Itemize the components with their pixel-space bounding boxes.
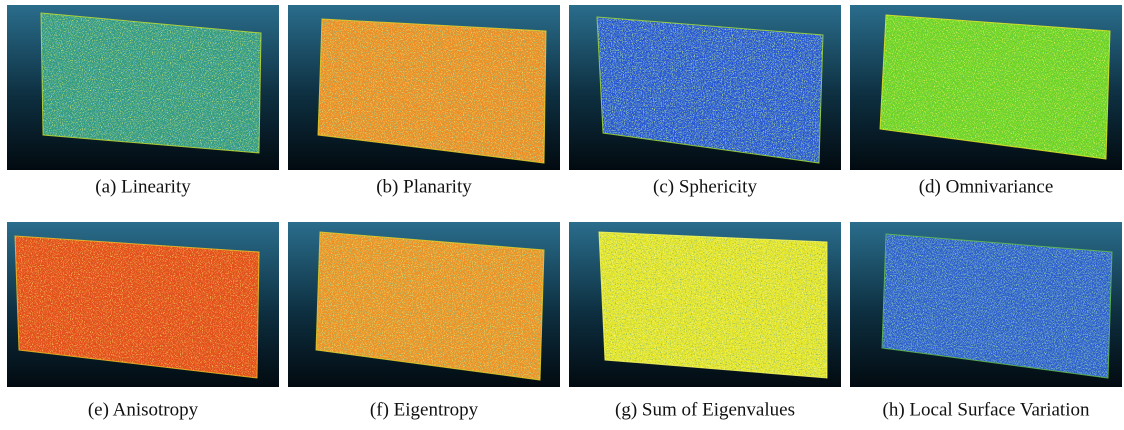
caption: (e) Anisotropy xyxy=(88,399,199,420)
caption: (a) Linearity xyxy=(95,176,191,197)
caption: (g) Sum of Eigenvalues xyxy=(615,399,795,420)
panel xyxy=(288,222,560,387)
caption: (f) Eigentropy xyxy=(370,399,479,420)
page: (a) Linearity (b) Planarity (c) Sphericity… xyxy=(0,0,1124,430)
panel xyxy=(850,5,1122,170)
caption: (h) Local Surface Variation xyxy=(883,399,1090,420)
caption: (b) Planarity xyxy=(376,176,472,197)
panel xyxy=(569,222,841,387)
panel xyxy=(569,5,841,170)
caption: (c) Sphericity xyxy=(653,176,757,197)
panel xyxy=(7,5,279,170)
panel xyxy=(7,222,279,387)
panel xyxy=(288,5,560,170)
panel xyxy=(850,222,1122,387)
figure: (a) Linearity (b) Planarity (c) Sphericity… xyxy=(0,0,1124,430)
caption: (d) Omnivariance xyxy=(919,176,1054,197)
